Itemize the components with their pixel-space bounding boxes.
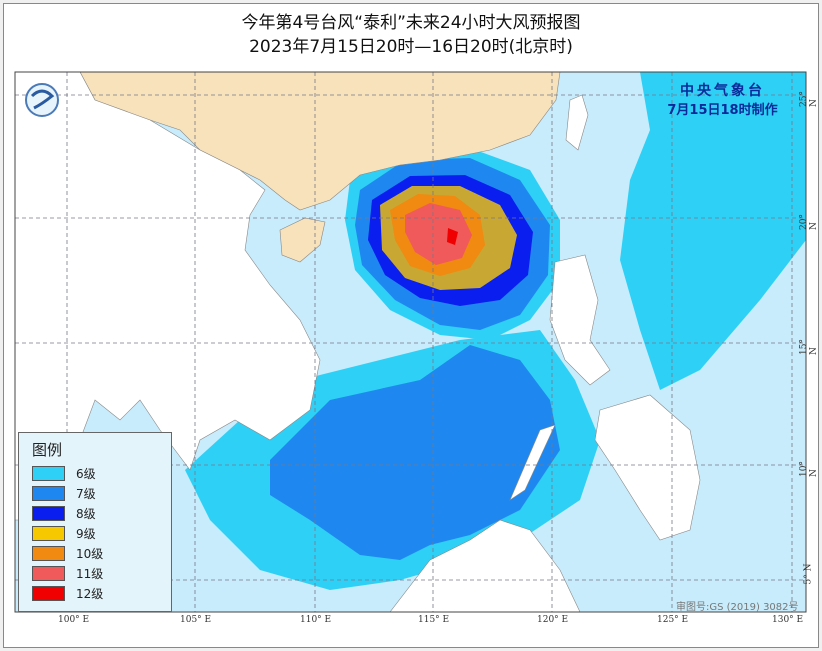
- legend-swatch: [32, 585, 65, 601]
- legend-title: 图例: [32, 441, 63, 459]
- wind-zone-12: [447, 228, 458, 245]
- legend-swatch: [32, 465, 65, 481]
- issue-time: 7月15日18时制作: [667, 103, 778, 118]
- wind-zone-7-south: [270, 345, 560, 560]
- legend-swatch: [32, 505, 65, 521]
- lon-tick: 120° E: [537, 615, 569, 625]
- legend-label: 12级: [76, 586, 104, 601]
- cma-logo: [25, 83, 59, 117]
- philippines-south: [594, 394, 701, 541]
- legend-label: 11级: [76, 566, 104, 581]
- lon-tick: 130° E: [772, 615, 804, 625]
- philippines-luzon: [549, 254, 611, 386]
- taiwan-island: [565, 94, 589, 151]
- lon-tick: 110° E: [300, 615, 332, 625]
- lat-tick: 20° N: [799, 214, 819, 230]
- legend-item: 7级: [32, 483, 96, 503]
- legend-label: 10级: [76, 546, 104, 561]
- legend-label: 7级: [76, 486, 96, 501]
- legend-label: 6级: [76, 466, 96, 481]
- lat-tick: 10° N: [799, 461, 819, 477]
- agency-name: 中央气象台: [680, 83, 765, 99]
- lat-tick: 5° N: [803, 563, 814, 585]
- wind-zone-11: [405, 203, 472, 265]
- wind-zone-6-east: [620, 72, 806, 390]
- lon-tick: 105° E: [180, 615, 212, 625]
- legend-item: 12级: [32, 583, 103, 603]
- legend-item: 11级: [32, 563, 103, 583]
- legend-swatch: [32, 485, 65, 501]
- legend-label: 8级: [76, 506, 96, 521]
- approval-number: 审图号:GS (2019) 3082号: [676, 602, 799, 613]
- lon-tick: 115° E: [418, 615, 450, 625]
- lon-tick: 125° E: [657, 615, 689, 625]
- map-border: [14, 71, 807, 613]
- map-title: 今年第4号台风“泰利”未来24小时大风预报图: [241, 13, 581, 33]
- legend-label: 9级: [76, 526, 96, 541]
- lat-tick: 25° N: [799, 91, 819, 107]
- legend-swatch: [32, 525, 65, 541]
- legend-swatch: [32, 545, 65, 561]
- lat-tick: 15° N: [799, 339, 819, 355]
- legend-swatch: [32, 565, 65, 581]
- graticule: [15, 72, 806, 612]
- legend-item: 6级: [32, 463, 96, 483]
- map-subtitle: 2023年7月15日20时—16日20时(北京时): [249, 37, 573, 57]
- legend-item: 10级: [32, 543, 103, 563]
- legend-item: 8级: [32, 503, 96, 523]
- palawan-island: [509, 424, 556, 501]
- agency-label: 中央气象台 7月15日18时制作: [640, 82, 805, 120]
- lon-tick: 100° E: [58, 615, 90, 625]
- legend-item: 9级: [32, 523, 96, 543]
- legend: 图例 6级 7级 8级 9级 10级 11级 12级: [18, 432, 172, 612]
- borneo-land: [389, 519, 581, 612]
